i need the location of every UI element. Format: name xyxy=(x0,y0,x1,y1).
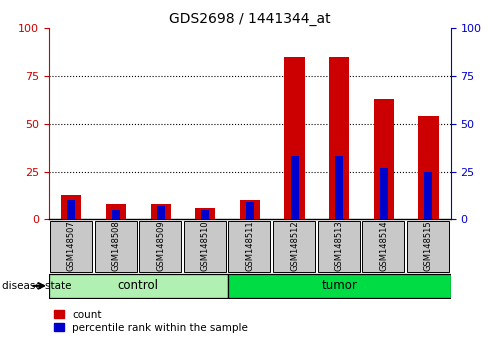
FancyBboxPatch shape xyxy=(363,221,404,272)
Text: GSM148509: GSM148509 xyxy=(156,221,165,272)
Text: GSM148510: GSM148510 xyxy=(201,221,210,272)
Bar xyxy=(61,195,81,219)
Bar xyxy=(291,156,298,219)
Bar xyxy=(418,116,439,219)
Text: GSM148507: GSM148507 xyxy=(67,221,76,272)
Bar xyxy=(246,202,254,219)
Bar xyxy=(329,57,349,219)
Bar xyxy=(424,172,433,219)
Text: disease state: disease state xyxy=(2,281,72,291)
Text: GSM148508: GSM148508 xyxy=(111,221,121,272)
Text: GSM148511: GSM148511 xyxy=(245,221,254,272)
Bar xyxy=(285,57,305,219)
Bar xyxy=(335,156,343,219)
Bar xyxy=(380,168,388,219)
FancyBboxPatch shape xyxy=(139,221,181,272)
Legend: count, percentile rank within the sample: count, percentile rank within the sample xyxy=(54,310,248,333)
Title: GDS2698 / 1441344_at: GDS2698 / 1441344_at xyxy=(169,12,331,26)
FancyBboxPatch shape xyxy=(49,274,227,298)
Text: GSM148513: GSM148513 xyxy=(335,221,343,272)
Text: GSM148515: GSM148515 xyxy=(424,221,433,272)
FancyBboxPatch shape xyxy=(184,221,226,272)
Text: GSM148512: GSM148512 xyxy=(290,221,299,272)
Bar xyxy=(157,206,165,219)
FancyBboxPatch shape xyxy=(407,221,449,272)
FancyBboxPatch shape xyxy=(228,221,270,272)
Bar xyxy=(201,210,209,219)
Bar xyxy=(112,210,120,219)
FancyBboxPatch shape xyxy=(227,274,451,298)
Bar xyxy=(106,204,126,219)
FancyBboxPatch shape xyxy=(318,221,360,272)
Bar xyxy=(240,200,260,219)
Bar xyxy=(150,204,171,219)
Text: control: control xyxy=(118,279,159,292)
Bar xyxy=(195,208,215,219)
Bar xyxy=(374,99,394,219)
Bar xyxy=(67,200,75,219)
FancyBboxPatch shape xyxy=(273,221,315,272)
Text: GSM148514: GSM148514 xyxy=(379,221,389,272)
Text: tumor: tumor xyxy=(321,279,357,292)
FancyBboxPatch shape xyxy=(95,221,137,272)
FancyBboxPatch shape xyxy=(50,221,92,272)
